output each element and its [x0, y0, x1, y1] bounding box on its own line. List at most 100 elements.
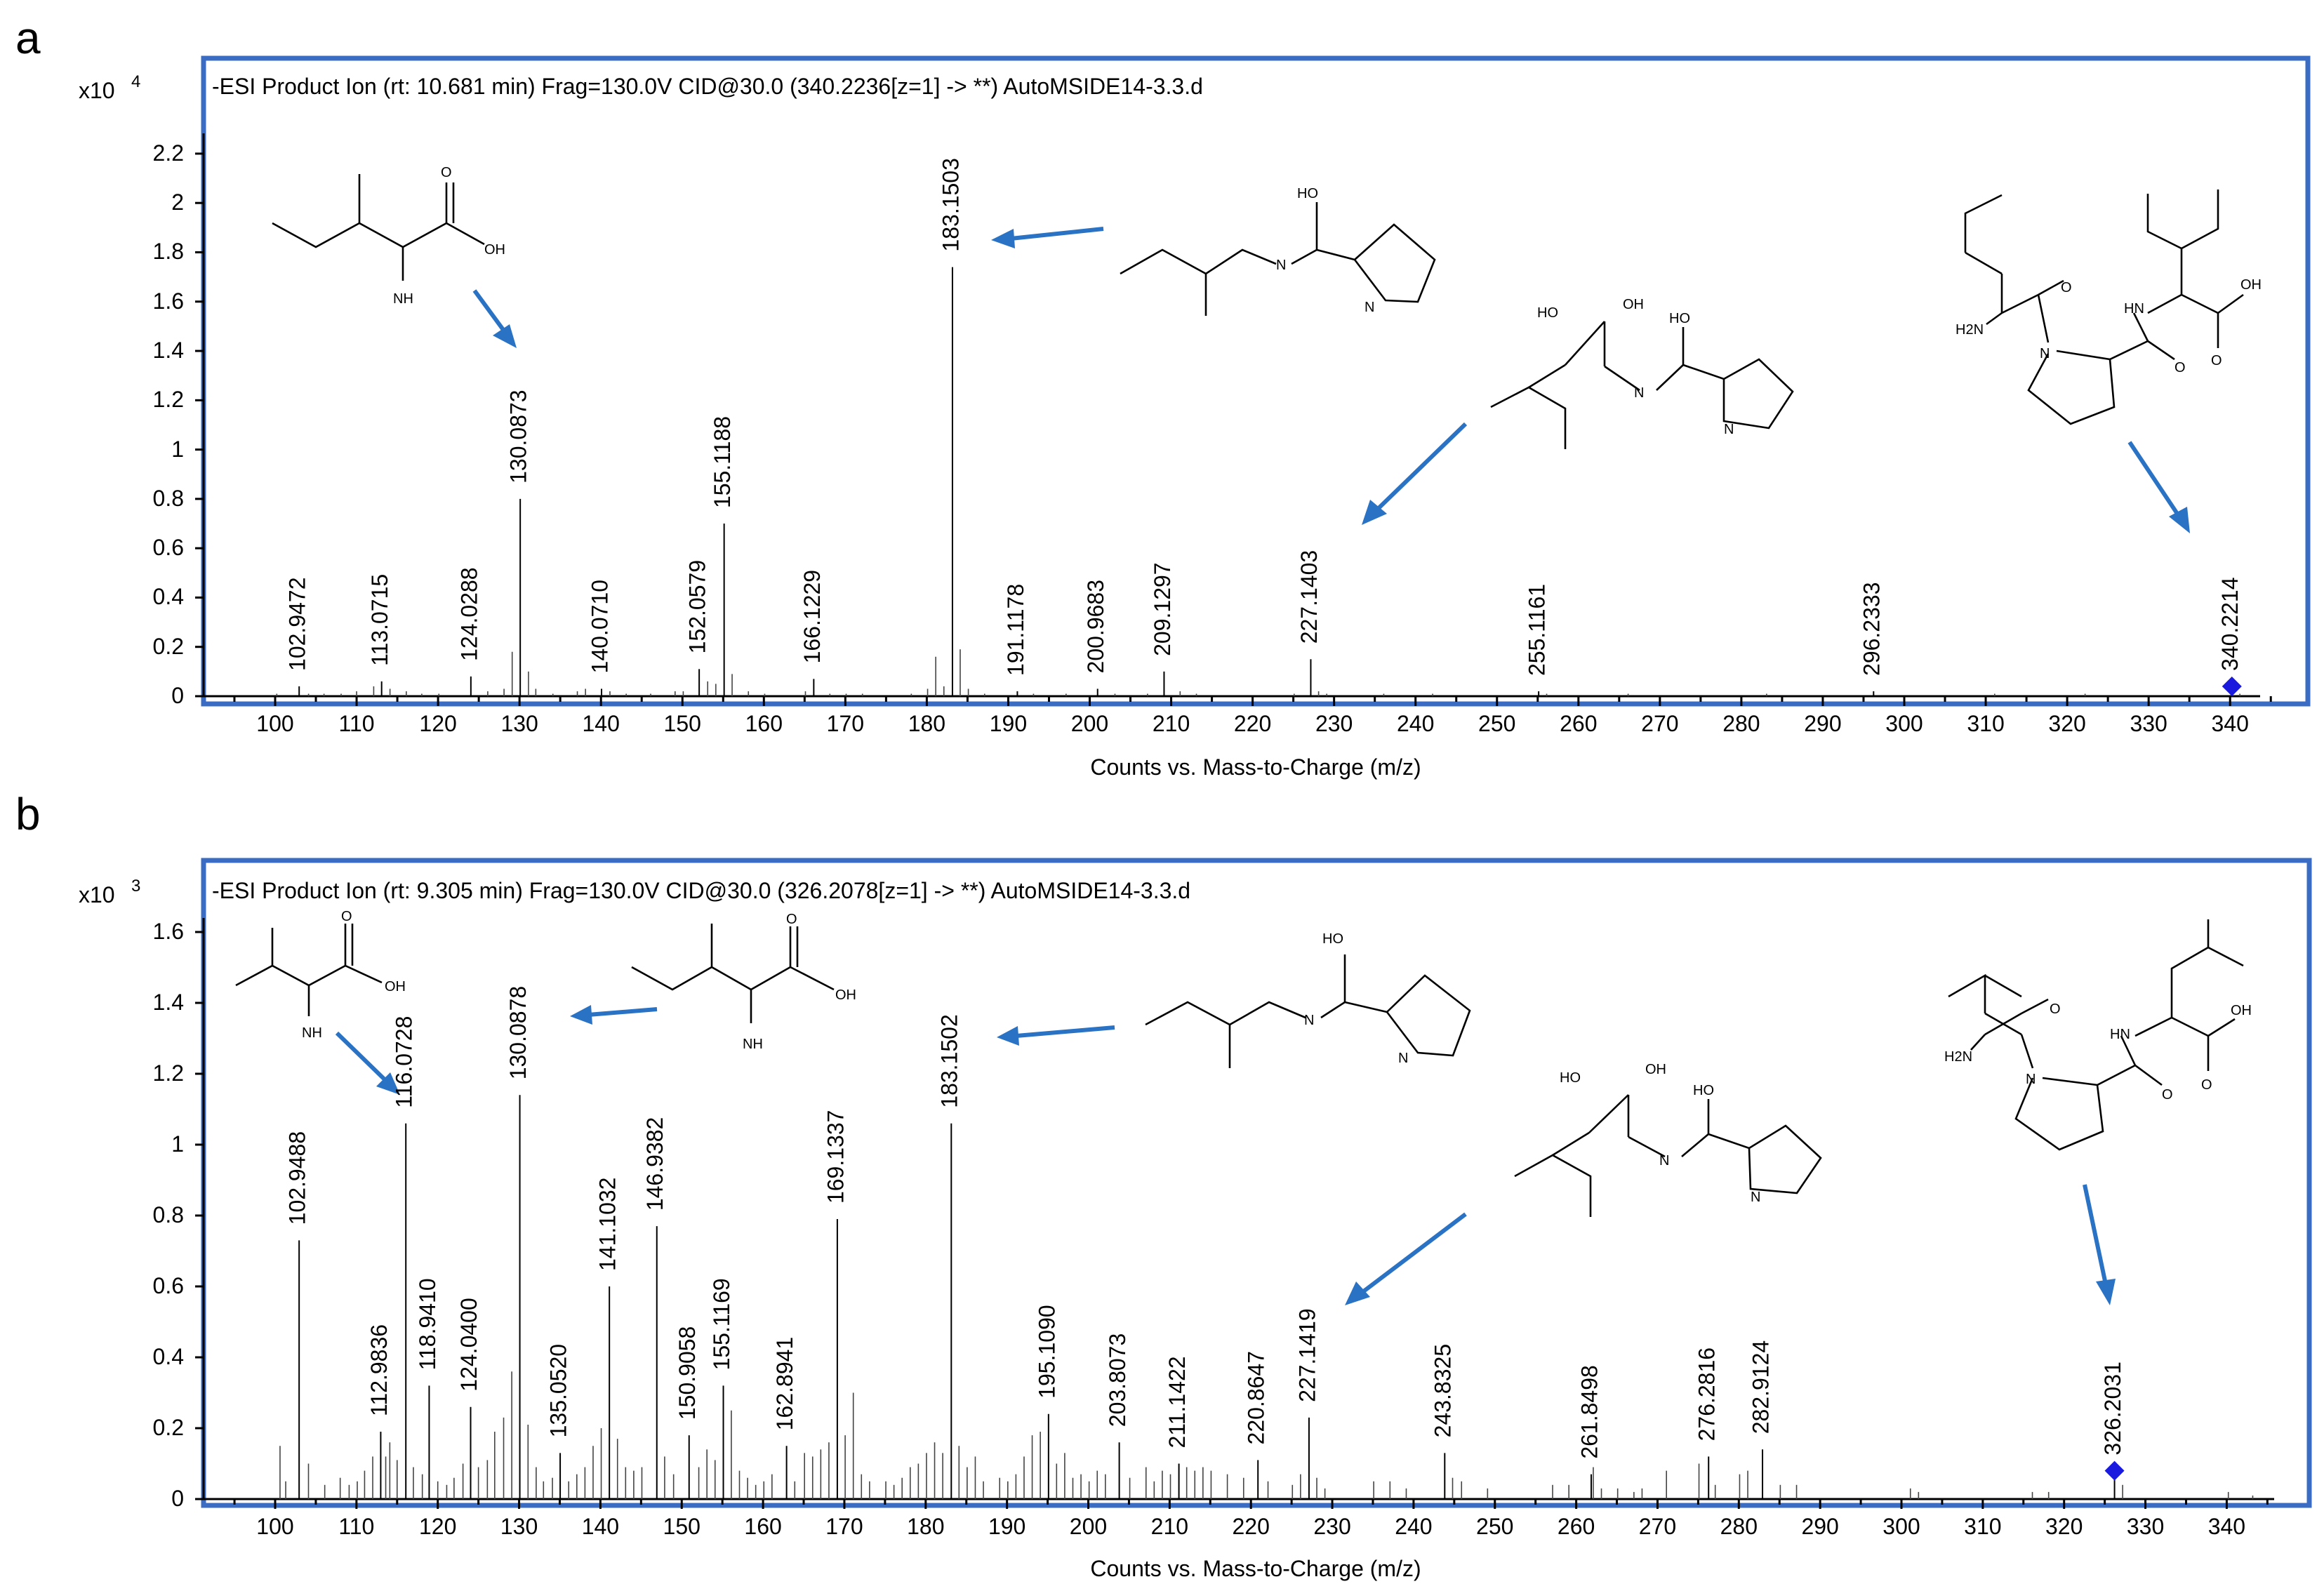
bond — [1948, 973, 1986, 1013]
atom-label: O — [2201, 1077, 2212, 1093]
peak-label: 183.1503 — [938, 158, 963, 251]
y-tick-label: 1 — [171, 1131, 184, 1157]
atom-label: HO — [1693, 1083, 1714, 1098]
x-tick-label: 130 — [500, 1514, 538, 1539]
atom-label: N — [1751, 1190, 1760, 1205]
atom-label: O — [2050, 1001, 2061, 1017]
peak-label: 150.9058 — [675, 1326, 700, 1420]
bond — [1984, 1012, 2022, 1036]
x-tick-label: 180 — [908, 711, 945, 736]
peak-label: 276.2816 — [1694, 1347, 1720, 1441]
atom-label: OH — [2231, 1003, 2252, 1018]
panel-letter: a — [15, 13, 41, 63]
atom-label: N — [2040, 346, 2050, 361]
atom-label: N — [1276, 258, 1286, 273]
x-tick-label: 230 — [1313, 1514, 1350, 1539]
arrow — [2127, 441, 2182, 519]
y-tick-label: 1.4 — [153, 990, 184, 1015]
x-tick-label: 260 — [1560, 711, 1597, 736]
peak-label: 113.0715 — [367, 574, 392, 666]
x-tick-label: 340 — [2208, 1514, 2245, 1539]
x-tick-label: 330 — [2130, 711, 2167, 736]
bond — [1320, 1001, 1346, 1019]
x-tick-label: 140 — [582, 1514, 619, 1539]
peak-label: 130.0873 — [506, 390, 531, 483]
atom-label: OH — [484, 242, 505, 258]
bond — [2020, 1034, 2034, 1069]
atom-label: NH — [393, 291, 413, 307]
x-tick-label: 310 — [1964, 1514, 2001, 1539]
peak-label: 102.9488 — [285, 1131, 310, 1225]
x-tick-label: 150 — [663, 1514, 700, 1539]
x-tick-label: 240 — [1397, 711, 1434, 736]
spectrum-plot: 100 110 120 130 140 150 160 170 180 190 200 210 220 2… — [195, 918, 2274, 1539]
bond — [2170, 919, 2210, 1018]
x-tick-label: 180 — [907, 1514, 944, 1539]
peak-label: 152.0579 — [685, 560, 710, 653]
peak-label: 261.8498 — [1576, 1365, 1602, 1458]
y-tick-labels: 0 0.2 0.4 0.6 0.8 1 1.2 1.4 1.6 — [153, 919, 184, 1511]
peak-label: 340.2214 — [2217, 577, 2243, 670]
bond — [446, 222, 485, 246]
peak-label: 135.0520 — [546, 1344, 571, 1437]
arrow-head — [376, 1072, 400, 1095]
atom-label: N — [1659, 1153, 1669, 1169]
x-tick-label: 110 — [338, 1514, 374, 1539]
atom-label: N — [1304, 1013, 1314, 1028]
peak-label: 296.2333 — [1859, 583, 1885, 676]
x-tick-label: 110 — [339, 711, 375, 736]
atom-label: N — [1634, 385, 1644, 401]
bond — [1628, 1136, 1666, 1158]
bond — [1353, 223, 1436, 303]
x-tick-label: 160 — [745, 711, 783, 736]
atom-label: N — [1724, 422, 1734, 437]
bond — [2147, 340, 2175, 361]
atom-label: O — [341, 909, 352, 924]
arrow — [335, 1031, 390, 1084]
peak-label: 124.0288 — [456, 567, 482, 660]
peak-label: 166.1229 — [799, 570, 825, 663]
bond — [1656, 364, 1684, 391]
atom-label: O — [2211, 353, 2222, 368]
x-tick-label: 290 — [1801, 1514, 1838, 1539]
x-tick-label: 210 — [1151, 1514, 1188, 1539]
multiplier-exponent: 3 — [131, 877, 140, 896]
bond — [1986, 312, 2003, 326]
bond — [345, 964, 383, 984]
x-tick-label: 300 — [1883, 1514, 1920, 1539]
bond — [2181, 189, 2219, 250]
peak-label: 326.2031 — [2100, 1362, 2125, 1455]
x-tick-label: 100 — [256, 711, 293, 736]
structure-pyrroline-amine: HO N N — [1120, 186, 1436, 316]
x-tick-label: 270 — [1639, 1514, 1676, 1539]
bond — [1970, 1034, 1986, 1051]
peak-label: 169.1337 — [823, 1110, 848, 1204]
bond — [1964, 194, 2003, 253]
panel-letter: b — [15, 789, 41, 839]
bond — [1528, 364, 1566, 389]
x-tick-label: 100 — [256, 1514, 293, 1539]
structure-pyrrole-diol: HO OH HO N N — [1514, 1062, 1822, 1217]
bond — [2146, 194, 2182, 250]
atom-label: HO — [1322, 931, 1343, 947]
structure-pyrrole-diol: HO OH HO N N — [1490, 297, 1794, 449]
x-tick-label: 280 — [1720, 1514, 1758, 1539]
peak-label: 200.9683 — [1083, 580, 1108, 673]
x-tick-labels: 100 110 120 130 140 150 160 170 180 190 200 210 220 2… — [256, 711, 2249, 736]
panel-b: b -ESI Product Ion (rt: 9.305 min) Frag=… — [15, 789, 2312, 1581]
x-tick-label: 320 — [2048, 711, 2085, 736]
bond — [1552, 1131, 1590, 1157]
bond — [2147, 293, 2182, 314]
x-tick-label: 220 — [1233, 1514, 1270, 1539]
atom-label: OH — [2240, 277, 2262, 293]
peak-label: 146.9382 — [642, 1117, 668, 1211]
y-tick-label: 0.6 — [153, 535, 184, 560]
multiplier-exponent: 4 — [131, 72, 140, 91]
arrow-head — [1362, 500, 1387, 525]
bond — [2001, 293, 2039, 314]
spectrum-header: -ESI Product Ion (rt: 9.305 min) Frag=13… — [212, 878, 1190, 903]
y-tick-label: 1.2 — [153, 387, 184, 412]
atom-label: N — [1398, 1051, 1408, 1066]
bond — [2120, 1035, 2137, 1066]
bond — [1565, 321, 1605, 366]
